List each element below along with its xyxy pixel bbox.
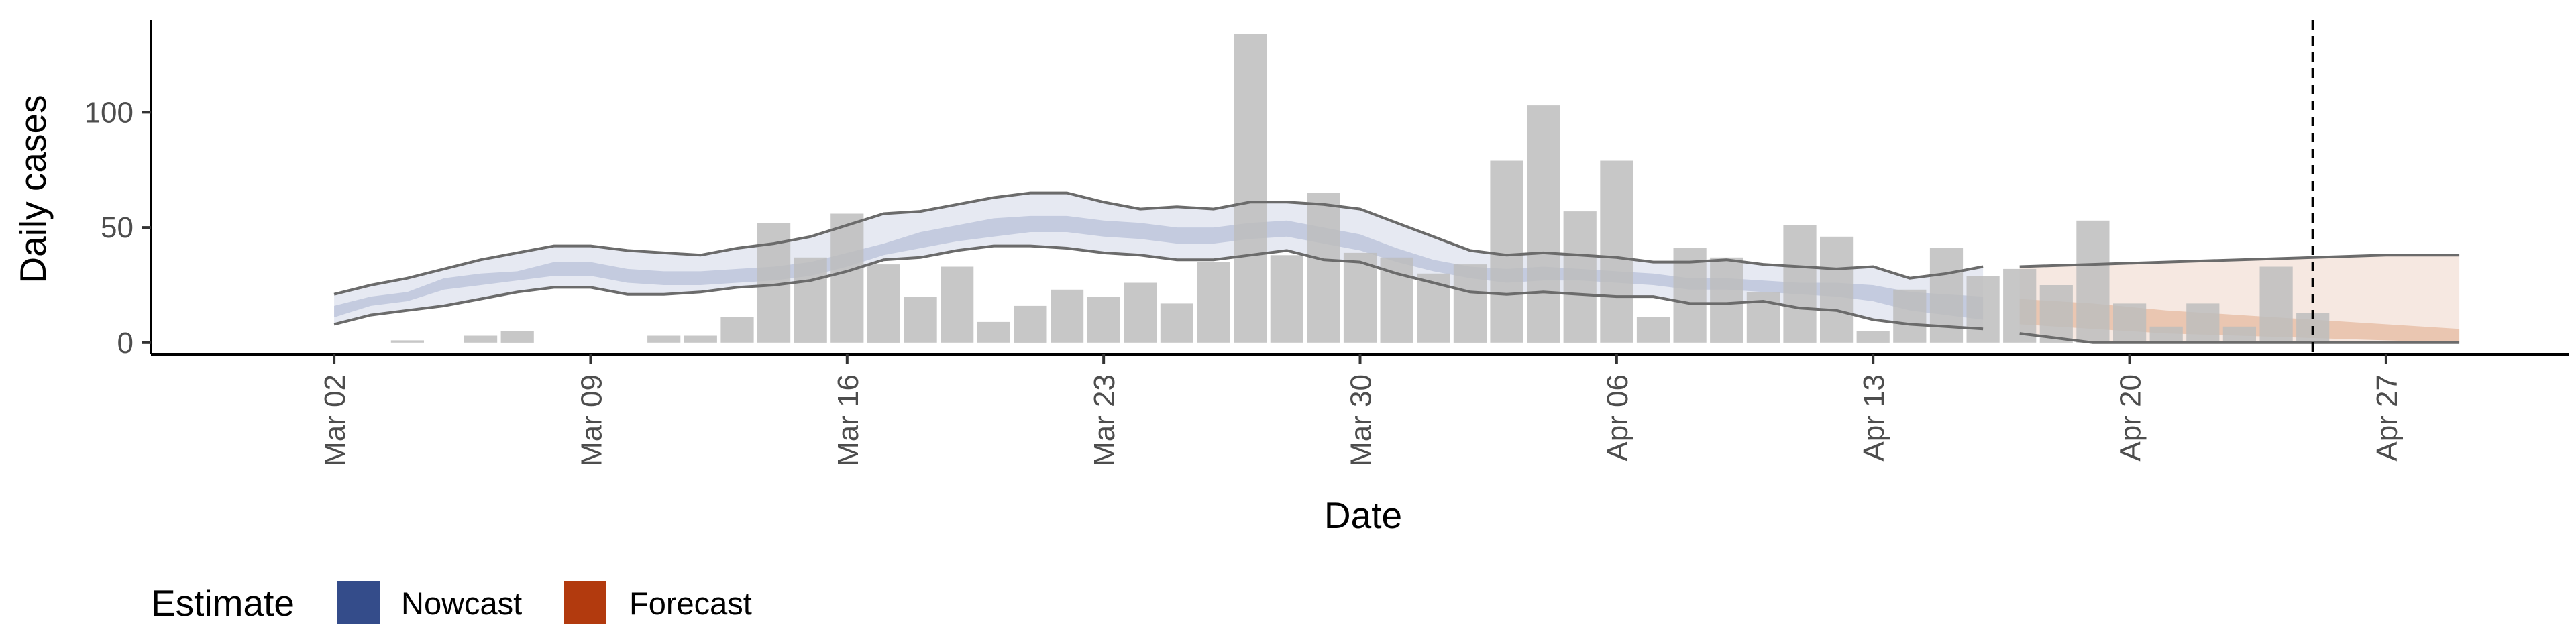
y-tick-label: 50 (101, 211, 133, 244)
case-bar (977, 321, 1010, 343)
case-bar (2222, 326, 2256, 343)
case-bar (1966, 276, 2000, 343)
nowcast-upper-line (333, 191, 1984, 296)
case-bar (1453, 264, 1487, 343)
x-tick-label: Apr 27 (2371, 374, 2404, 462)
case-bar (464, 335, 498, 343)
forecast-lower-line (2019, 332, 2460, 344)
case-bar (390, 340, 424, 343)
interval-lines (333, 191, 2460, 344)
case-bar (1746, 292, 1780, 343)
case-bar (1710, 257, 1743, 343)
x-tick-label: Mar 30 (1345, 374, 1378, 466)
x-tick-label: Apr 06 (1601, 374, 1634, 462)
x-tick-label: Mar 02 (319, 374, 352, 466)
case-bar (830, 213, 864, 343)
x-tick-label: Mar 23 (1088, 374, 1121, 466)
case-bar (2149, 326, 2183, 343)
legend-swatch-forecast (564, 581, 606, 624)
legend-title: Estimate (151, 582, 294, 624)
case-bar (1527, 105, 1560, 343)
case-bar (1673, 248, 1707, 343)
case-bar (1343, 252, 1377, 343)
case-bar (1563, 211, 1597, 343)
case-bar (1051, 289, 1084, 343)
case-bar (2076, 220, 2110, 343)
case-bar (720, 317, 754, 343)
case-bar (1160, 303, 1193, 343)
case-bar (1380, 257, 1413, 343)
case-bar (647, 335, 681, 343)
case-bar (1783, 225, 1817, 343)
case-bar (1014, 305, 1047, 343)
case-bar (2003, 268, 2037, 343)
case-bar (941, 266, 974, 343)
nowcast-inner-band (334, 215, 1984, 320)
y-ticks: 0 50 100 (85, 96, 151, 360)
forecast-upper-line (2019, 254, 2460, 268)
case-bar (2039, 285, 2073, 343)
y-tick-label: 100 (85, 96, 133, 129)
case-bar (1893, 289, 1927, 343)
case-bar (1636, 317, 1670, 343)
x-ticks: Mar 02 Mar 09 Mar 16 Mar 23 Mar 30 Apr 06 Apr … (319, 354, 2404, 466)
y-axis-title: Daily cases (12, 95, 54, 283)
x-tick-label: Apr 13 (1858, 374, 1890, 462)
case-bar (1820, 236, 1854, 343)
case-bar (2186, 303, 2220, 343)
nowcast-outer-band (334, 193, 1984, 329)
case-bar (1124, 282, 1157, 343)
case-bar (500, 331, 534, 343)
legend-swatch-nowcast (337, 581, 380, 624)
legend-label-forecast: Forecast (629, 586, 752, 621)
case-bars (390, 34, 2330, 343)
nowcast-lower-line (333, 244, 1984, 331)
case-bar (2113, 303, 2147, 343)
case-bar (684, 335, 717, 343)
case-bar (1270, 255, 1303, 343)
case-bar (2259, 266, 2293, 343)
case-bar (1307, 193, 1340, 343)
y-tick-label: 0 (117, 327, 133, 360)
case-bar (1490, 160, 1523, 343)
case-bar (867, 264, 900, 343)
x-tick-label: Mar 09 (576, 374, 608, 466)
x-tick-label: Mar 16 (832, 374, 865, 466)
case-bar (1856, 331, 1890, 343)
x-axis-title: Date (1324, 494, 1402, 536)
x-tick-label: Apr 20 (2114, 374, 2147, 462)
case-bar (904, 297, 937, 343)
case-bar (1197, 262, 1230, 343)
case-bar (1600, 160, 1633, 343)
legend-label-nowcast: Nowcast (401, 586, 522, 621)
legend: Estimate Nowcast Forecast (151, 581, 752, 624)
case-bar (794, 257, 827, 343)
case-bar (1234, 34, 1267, 343)
case-bar (1087, 297, 1120, 343)
